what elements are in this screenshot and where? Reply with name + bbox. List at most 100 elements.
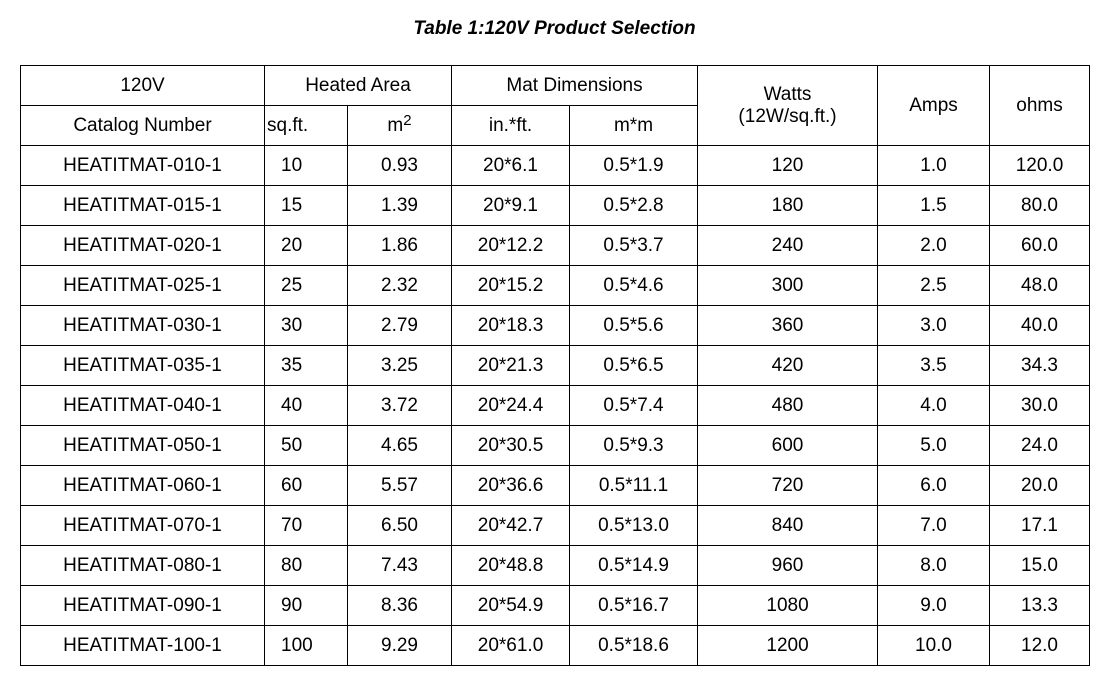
data-cell: 7.43 xyxy=(346,545,453,586)
header-cell: Watts (12W/sq.ft.) xyxy=(697,65,879,146)
data-cell: 7.0 xyxy=(877,505,991,546)
catalog-cell: HEATITMAT-030-1 xyxy=(20,305,265,346)
header-cell: in.*ft. xyxy=(451,105,571,146)
data-cell: 20*24.4 xyxy=(451,385,571,426)
data-cell: 0.5*6.5 xyxy=(569,345,699,386)
data-cell: 180 xyxy=(697,185,879,226)
data-cell: 12.0 xyxy=(989,625,1091,666)
data-row: HEATITMAT-035-1 35 3.25 20*21.3 0.5*6.5 420 3.… xyxy=(20,345,1091,386)
data-cell: 960 xyxy=(697,545,879,586)
catalog-cell: HEATITMAT-050-1 xyxy=(20,425,265,466)
header-cell: Heated Area xyxy=(263,65,453,106)
header-cell: Catalog Number xyxy=(20,105,265,146)
data-cell: 20*9.1 xyxy=(451,185,571,226)
data-cell: 20*48.8 xyxy=(451,545,571,586)
data-cell: 240 xyxy=(697,225,879,266)
data-cell: 2.0 xyxy=(877,225,991,266)
data-cell: 17.1 xyxy=(989,505,1091,546)
data-cell: 2.79 xyxy=(346,305,453,346)
table-title: Table 1:120V Product Selection xyxy=(413,18,696,39)
data-cell: 6.0 xyxy=(877,465,991,506)
data-cell: 30 xyxy=(264,305,348,346)
data-cell: 40.0 xyxy=(989,305,1091,346)
data-cell: 0.93 xyxy=(346,145,453,186)
catalog-cell: HEATITMAT-020-1 xyxy=(20,225,265,266)
product-table: 120V Heated Area Mat Dimensions Watts (12… xyxy=(20,65,1091,666)
data-cell: 24.0 xyxy=(989,425,1091,466)
catalog-cell: HEATITMAT-035-1 xyxy=(20,345,265,386)
data-cell: 20*12.2 xyxy=(451,225,571,266)
data-cell: 48.0 xyxy=(989,265,1091,306)
data-cell: 20*42.7 xyxy=(451,505,571,546)
data-cell: 0.5*1.9 xyxy=(569,145,699,186)
catalog-cell: HEATITMAT-070-1 xyxy=(20,505,265,546)
header-cell: Amps xyxy=(877,65,991,146)
data-row: HEATITMAT-070-1 70 6.50 20*42.7 0.5*13.0 840 7… xyxy=(20,505,1091,546)
data-cell: 5.57 xyxy=(346,465,453,506)
data-cell: 60.0 xyxy=(989,225,1091,266)
data-cell: 20*6.1 xyxy=(451,145,571,186)
superscript: 2 xyxy=(403,111,412,129)
data-row: HEATITMAT-050-1 50 4.65 20*30.5 0.5*9.3 600 5.… xyxy=(20,425,1091,466)
catalog-cell: HEATITMAT-040-1 xyxy=(20,385,265,426)
data-cell: 80.0 xyxy=(989,185,1091,226)
data-cell: 120.0 xyxy=(989,145,1091,186)
data-cell: 3.72 xyxy=(346,385,453,426)
data-cell: 13.3 xyxy=(989,585,1091,626)
header-cell: ohms xyxy=(989,65,1091,146)
data-cell: 80 xyxy=(264,545,348,586)
header-row: Catalog Number sq.ft. m2 in.*ft. m*m xyxy=(20,105,1090,146)
data-cell: 0.5*18.6 xyxy=(569,625,699,666)
data-row: HEATITMAT-040-1 40 3.72 20*24.4 0.5*7.4 480 4.… xyxy=(20,385,1091,426)
header-cell: m2 xyxy=(346,105,453,146)
data-row: HEATITMAT-020-1 20 1.86 20*12.2 0.5*3.7 240 2.… xyxy=(20,225,1091,266)
data-cell: 20*30.5 xyxy=(451,425,571,466)
data-cell: 1.86 xyxy=(346,225,453,266)
data-cell: 40 xyxy=(264,385,348,426)
data-cell: 2.5 xyxy=(877,265,991,306)
data-cell: 1.39 xyxy=(346,185,453,226)
data-cell: 15.0 xyxy=(989,545,1091,586)
header-text: m xyxy=(387,114,404,136)
data-cell: 0.5*7.4 xyxy=(569,385,699,426)
data-row: HEATITMAT-025-1 25 2.32 20*15.2 0.5*4.6 300 2.… xyxy=(20,265,1091,306)
data-row: HEATITMAT-100-1 100 9.29 20*61.0 0.5*18.6 120… xyxy=(20,625,1091,666)
data-cell: 1.0 xyxy=(877,145,991,186)
data-cell: 1.5 xyxy=(877,185,991,226)
data-cell: 1200 xyxy=(697,625,879,666)
data-cell: 8.36 xyxy=(346,585,453,626)
data-cell: 50 xyxy=(264,425,348,466)
data-cell: 0.5*13.0 xyxy=(569,505,699,546)
data-cell: 4.65 xyxy=(346,425,453,466)
data-cell: 25 xyxy=(264,265,348,306)
data-row: HEATITMAT-060-1 60 5.57 20*36.6 0.5*11.1 720 6… xyxy=(20,465,1091,506)
data-row: HEATITMAT-015-1 15 1.39 20*9.1 0.5*2.8 180 1.5… xyxy=(20,185,1091,226)
data-cell: 6.50 xyxy=(346,505,453,546)
data-cell: 3.5 xyxy=(877,345,991,386)
data-cell: 9.29 xyxy=(346,625,453,666)
catalog-cell: HEATITMAT-100-1 xyxy=(20,625,265,666)
header-cell: Mat Dimensions xyxy=(451,65,699,106)
data-cell: 120 xyxy=(697,145,879,186)
data-cell: 720 xyxy=(697,465,879,506)
data-cell: 0.5*11.1 xyxy=(569,465,699,506)
data-cell: 20*18.3 xyxy=(451,305,571,346)
header-cell: 120V xyxy=(20,65,265,106)
catalog-cell: HEATITMAT-015-1 xyxy=(20,185,265,226)
data-cell: 360 xyxy=(697,305,879,346)
data-cell: 20*36.6 xyxy=(451,465,571,506)
data-cell: 15 xyxy=(264,185,348,226)
catalog-cell: HEATITMAT-080-1 xyxy=(20,545,265,586)
data-cell: 3.0 xyxy=(877,305,991,346)
data-row: HEATITMAT-080-1 80 7.43 20*48.8 0.5*14.9 960 8… xyxy=(20,545,1091,586)
data-cell: 840 xyxy=(697,505,879,546)
data-cell: 0.5*3.7 xyxy=(569,225,699,266)
header-cell: m*m xyxy=(569,105,699,146)
data-cell: 20*61.0 xyxy=(451,625,571,666)
data-cell: 20 xyxy=(264,225,348,266)
catalog-cell: HEATITMAT-010-1 xyxy=(20,145,265,186)
data-cell: 300 xyxy=(697,265,879,306)
data-cell: 20*21.3 xyxy=(451,345,571,386)
data-cell: 0.5*16.7 xyxy=(569,585,699,626)
